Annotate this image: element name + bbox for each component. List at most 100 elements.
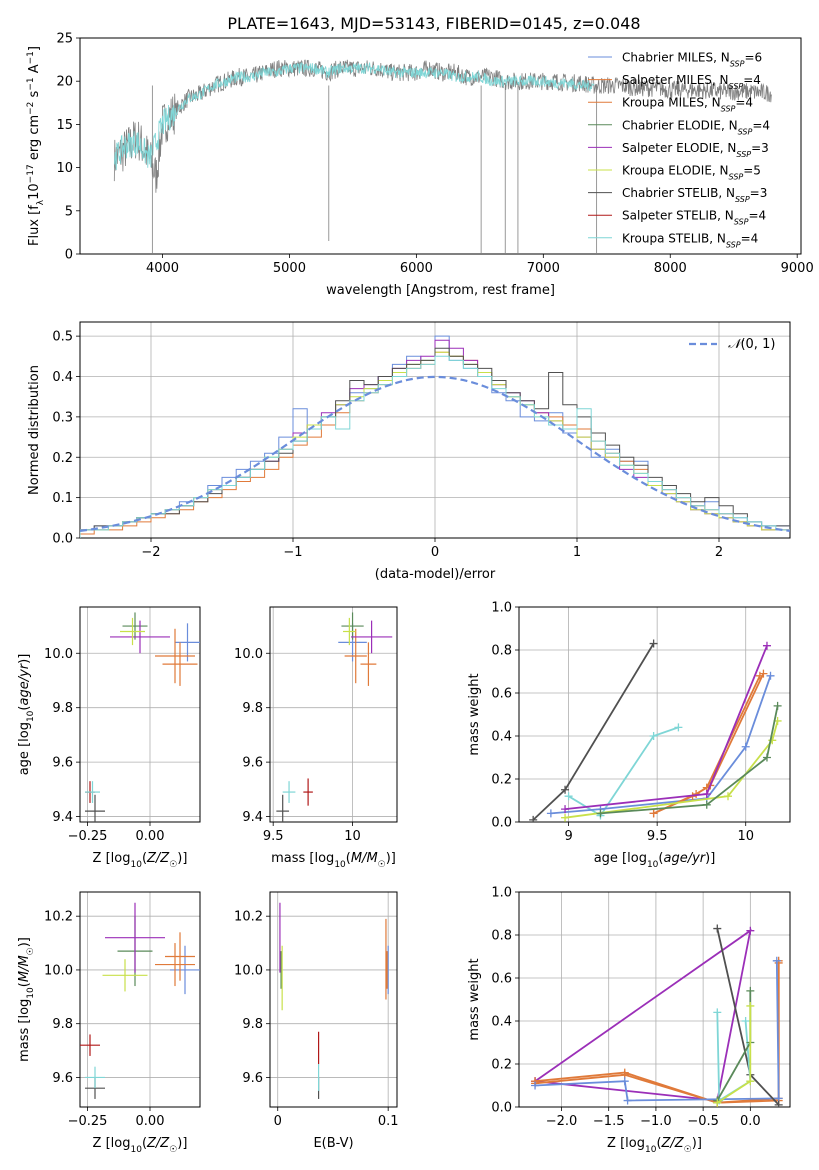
legend-text: Kroupa ELODIE, N: [622, 164, 729, 178]
marker-Chabrier MILES: [623, 1096, 632, 1105]
label-part: (: [17, 982, 32, 987]
axes-frame: [79, 321, 791, 539]
label-part: Z/Z: [146, 851, 170, 866]
legend-sub: SSP: [730, 59, 745, 68]
y-tick-label: 10.0: [44, 963, 73, 978]
legend-tail: =4: [752, 118, 770, 132]
marker-Chabrier MILES: [546, 809, 555, 818]
weight-lines: [531, 924, 783, 1107]
marker-Chabrier MILES: [766, 671, 775, 680]
legend-sub: SSP: [721, 104, 736, 113]
y-tick-label: 0.2: [491, 773, 512, 788]
label-part: age/yr: [663, 851, 706, 866]
marker-Kroupa ELODIE: [561, 813, 570, 822]
y-tick-label: 0.0: [491, 1101, 512, 1116]
y-tick-label: 10.0: [234, 647, 263, 662]
legend-label: Chabrier ELODIE, NSSP=4: [622, 118, 770, 136]
x-tick-label: −1.0: [640, 1114, 672, 1129]
histograms: [80, 335, 790, 538]
y-axis-label: mass [log10(M/M☉)]: [17, 937, 36, 1062]
y-tick-label: 10.0: [44, 647, 73, 662]
y-axis-label: mass weight: [467, 958, 482, 1040]
y-tick-label: 0.0: [491, 816, 512, 831]
y-tick-label: 20: [56, 75, 73, 90]
y-tick-label: 9.4: [52, 810, 73, 825]
marker-Chabrier STELIB: [529, 815, 538, 822]
x-tick-label: 8000: [654, 261, 687, 276]
label-part: )]: [17, 937, 32, 947]
legend-label: 𝒩(0, 1): [728, 337, 775, 352]
marker-Chabrier STELIB: [713, 924, 722, 933]
label-part: ☉: [169, 860, 177, 870]
x-tick-label: 0: [274, 1114, 282, 1129]
panel-spectrum: 4000 5000 6000 7000 8000 9000 0 5 10 15 20 25 wavele…: [26, 32, 814, 299]
marker-Kroupa STELIB: [741, 1017, 750, 1025]
axes-frame: [79, 606, 201, 823]
marker-Chabrier ELODIE: [702, 800, 711, 809]
marker-Chabrier STELIB: [774, 1100, 783, 1107]
label-part: 10: [645, 1145, 657, 1155]
legend-text: Chabrier ELODIE, N: [622, 118, 738, 132]
x-tick-label: −1.5: [593, 1114, 625, 1129]
weight-Kroupa STELIB: [568, 726, 679, 817]
marker-Kroupa ELODIE: [746, 1077, 755, 1086]
legend-text: Kroupa STELIB, N: [622, 231, 726, 245]
y-tick-label: 5: [65, 204, 73, 219]
x-axis-label: Z [log10(Z/Z☉)]: [607, 1136, 702, 1155]
y-tick-label: 9.8: [242, 701, 263, 716]
legend-label: Kroupa MILES, NSSP=4: [622, 96, 753, 114]
x-tick-label: 9: [564, 829, 572, 844]
spectrum-lines: [113, 59, 773, 254]
marker-Chabrier MILES: [620, 1077, 629, 1086]
marker-Chabrier STELIB: [649, 639, 658, 648]
label-part: )]: [17, 654, 32, 664]
y-tick-label: 0.6: [491, 972, 512, 987]
panel-weight_vs_z: −2.0 −1.5 −1.0 −0.5 0.0 0.0 0.2 0.4 0.6 0.8 1.0 Z […: [467, 886, 791, 1155]
x-tick-label: 10: [737, 829, 754, 844]
legend-text: Chabrier MILES, N: [622, 51, 730, 65]
label-part: ☉: [169, 1145, 177, 1155]
legend-tail: =6: [744, 51, 762, 65]
normal-curve: [80, 375, 790, 532]
label-part: age [log: [594, 851, 647, 866]
label-part: mass [log: [17, 999, 32, 1062]
x-tick-label: 4000: [146, 261, 179, 276]
y-tick-label: 25: [56, 32, 73, 47]
legend-sub: SSP: [738, 127, 753, 136]
y-tick-label: 9.6: [242, 1071, 263, 1086]
y-tick-label: 0.8: [491, 644, 512, 659]
label-part: )]: [177, 851, 187, 866]
y-tick-label: 10.2: [44, 910, 73, 925]
y-tick-label: 1.0: [491, 886, 512, 901]
label-part: (: [658, 851, 663, 866]
figure-title: PLATE=1643, MJD=53143, FIBERID=0145, z=0…: [227, 14, 640, 33]
y-tick-label: 0.5: [52, 330, 73, 345]
legend-sub: SSP: [735, 195, 750, 204]
label-part: 10: [27, 183, 42, 200]
legend-label: Kroupa STELIB, NSSP=4: [622, 231, 758, 249]
legend-label: Salpeter STELIB, NSSP=4: [622, 209, 766, 227]
weight-Kroupa ELODIE: [564, 720, 779, 819]
legend-tail: =3: [750, 186, 768, 200]
label-part: 10: [26, 987, 36, 999]
label-part: ]: [27, 46, 42, 51]
marker-Kroupa ELODIE: [746, 1001, 755, 1010]
label-part: age/yr: [17, 662, 32, 705]
label-part: −17: [26, 164, 36, 183]
x-tick-label: 0.1: [378, 1114, 399, 1129]
label-part: (: [142, 1136, 147, 1151]
legend-sub: SSP: [736, 149, 751, 158]
y-tick-label: 9.8: [52, 701, 73, 716]
axes-frame: [518, 891, 791, 1108]
legend-text: Chabrier STELIB, N: [622, 186, 735, 200]
label-part: mass [log: [271, 851, 334, 866]
label-part: Z/Z: [146, 1136, 170, 1151]
y-tick-label: 0.3: [52, 410, 73, 425]
legend-tail: =4: [748, 209, 766, 223]
weight-Chabrier MILES: [550, 675, 772, 815]
marker-Kroupa STELIB: [674, 723, 683, 732]
label-part: Z [log: [93, 851, 131, 866]
x-axis-label: Z [log10(Z/Z☉)]: [93, 851, 188, 870]
axes-frame: [79, 37, 802, 255]
